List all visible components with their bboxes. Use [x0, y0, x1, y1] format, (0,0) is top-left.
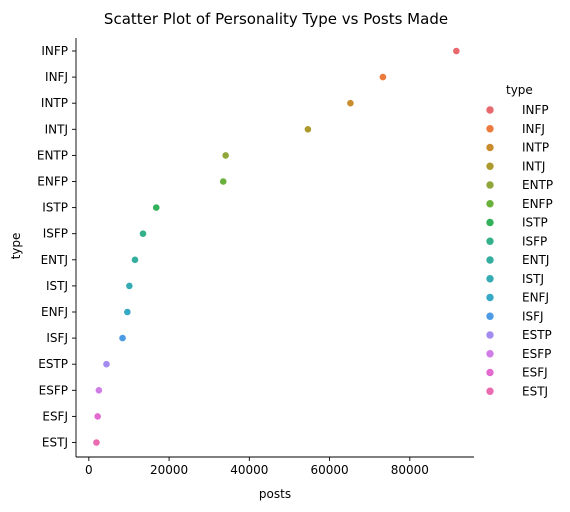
legend-label-intp: INTP	[522, 141, 549, 155]
y-tick-label: ENFP	[37, 175, 68, 189]
data-point-esfp	[94, 386, 103, 395]
legend-marker-esfj	[485, 368, 495, 377]
legend-label-infj: INFJ	[522, 122, 545, 136]
data-point-istp	[152, 203, 161, 212]
legend-label-esfj: ESFJ	[522, 366, 548, 380]
y-tick-label: INTP	[41, 96, 68, 110]
legend-marker-entj	[485, 255, 495, 265]
y-tick-label: ESFP	[39, 383, 68, 397]
data-point-esfj	[93, 412, 102, 421]
legend-label-istj: ISTJ	[522, 272, 544, 286]
legend-marker-istp	[485, 218, 495, 227]
chart-title: Scatter Plot of Personality Type vs Post…	[104, 10, 448, 28]
legend-marker-intp	[485, 143, 495, 152]
data-point-estj	[92, 438, 101, 447]
x-axis-ticks: 0 20000 40000 60000 80000	[85, 457, 429, 477]
plot-area: INFP INFJ INTP INTJ ENTP ENFP ISTP ISFP ENTJ ISTJ…	[37, 38, 474, 477]
data-point-istj	[125, 281, 134, 290]
y-tick-label: INFP	[41, 44, 68, 58]
y-tick-label: ENTP	[37, 148, 68, 162]
legend-marker-enfj	[485, 293, 495, 302]
legend-label-infp: INFP	[522, 103, 549, 117]
data-point-enfj	[123, 308, 132, 316]
y-axis-label: type	[9, 233, 23, 260]
data-point-intj	[303, 125, 312, 134]
legend-marker-intj	[485, 161, 495, 171]
legend-marker-isfj	[485, 311, 495, 321]
legend-label-intj: INTJ	[522, 159, 545, 173]
data-point-isfj	[118, 334, 127, 342]
legend-label-esfp: ESFP	[522, 347, 551, 361]
legend-label-isfp: ISFP	[522, 234, 547, 248]
x-tick-label: 40000	[230, 463, 268, 477]
legend-marker-esfp	[485, 349, 495, 359]
y-tick-label: ESFJ	[42, 409, 68, 423]
x-tick-label: 60000	[310, 463, 348, 477]
legend-marker-enfp	[485, 199, 495, 209]
legend-label-isfj: ISFJ	[522, 309, 544, 323]
data-point-entj	[131, 255, 139, 264]
y-tick-label: INTJ	[45, 122, 68, 136]
y-tick-label: ISTP	[42, 201, 68, 215]
y-tick-label: ISFP	[43, 227, 68, 241]
legend-marker-isfp	[485, 236, 495, 246]
data-point-enfp	[219, 177, 228, 186]
data-point-estp	[102, 360, 111, 369]
data-point-infp	[452, 47, 461, 55]
legend-items: INFP INFJ INTP INTJ ENTP ENFP ISTP ISFP ENTJ ISTJ…	[485, 103, 553, 398]
x-tick-label: 20000	[150, 463, 188, 477]
y-axis-ticks: INFP INFJ INTP INTJ ENTP ENFP ISTP ISFP ENTJ ISTJ…	[37, 44, 76, 450]
x-tick-label: 80000	[391, 463, 429, 477]
legend: type INFP INFJ INTP INTJ ENTP ENFP ISTP ISFP ENT…	[485, 83, 553, 398]
legend-title: type	[506, 83, 533, 97]
y-tick-label: ESTJ	[42, 436, 68, 450]
x-tick-label: 0	[85, 463, 93, 477]
y-tick-label: ENFJ	[41, 305, 68, 319]
data-point-entp	[221, 151, 230, 160]
legend-marker-estp	[485, 330, 495, 340]
data-point-isfp	[139, 229, 147, 238]
y-tick-label: ESTP	[38, 357, 68, 371]
legend-label-enfj: ENFJ	[522, 291, 549, 305]
legend-marker-estj	[485, 386, 495, 396]
legend-marker-infj	[485, 124, 495, 134]
legend-marker-infp	[485, 105, 495, 115]
legend-label-estj: ESTJ	[522, 384, 548, 398]
y-tick-label: ENTJ	[41, 253, 68, 267]
legend-label-enfp: ENFP	[522, 197, 553, 211]
legend-label-entp: ENTP	[522, 178, 553, 192]
legend-label-istp: ISTP	[522, 216, 548, 230]
x-axis-label: posts	[259, 487, 291, 501]
data-points	[92, 47, 461, 447]
legend-marker-istj	[485, 274, 495, 284]
data-point-intp	[346, 99, 355, 108]
y-tick-label: ISTJ	[46, 279, 68, 293]
y-tick-label: INFJ	[45, 70, 68, 84]
legend-marker-entp	[485, 180, 495, 190]
y-tick-label: ISFJ	[46, 331, 68, 345]
data-point-infj	[379, 73, 387, 81]
legend-label-estp: ESTP	[522, 328, 552, 342]
legend-label-entj: ENTJ	[522, 253, 549, 267]
